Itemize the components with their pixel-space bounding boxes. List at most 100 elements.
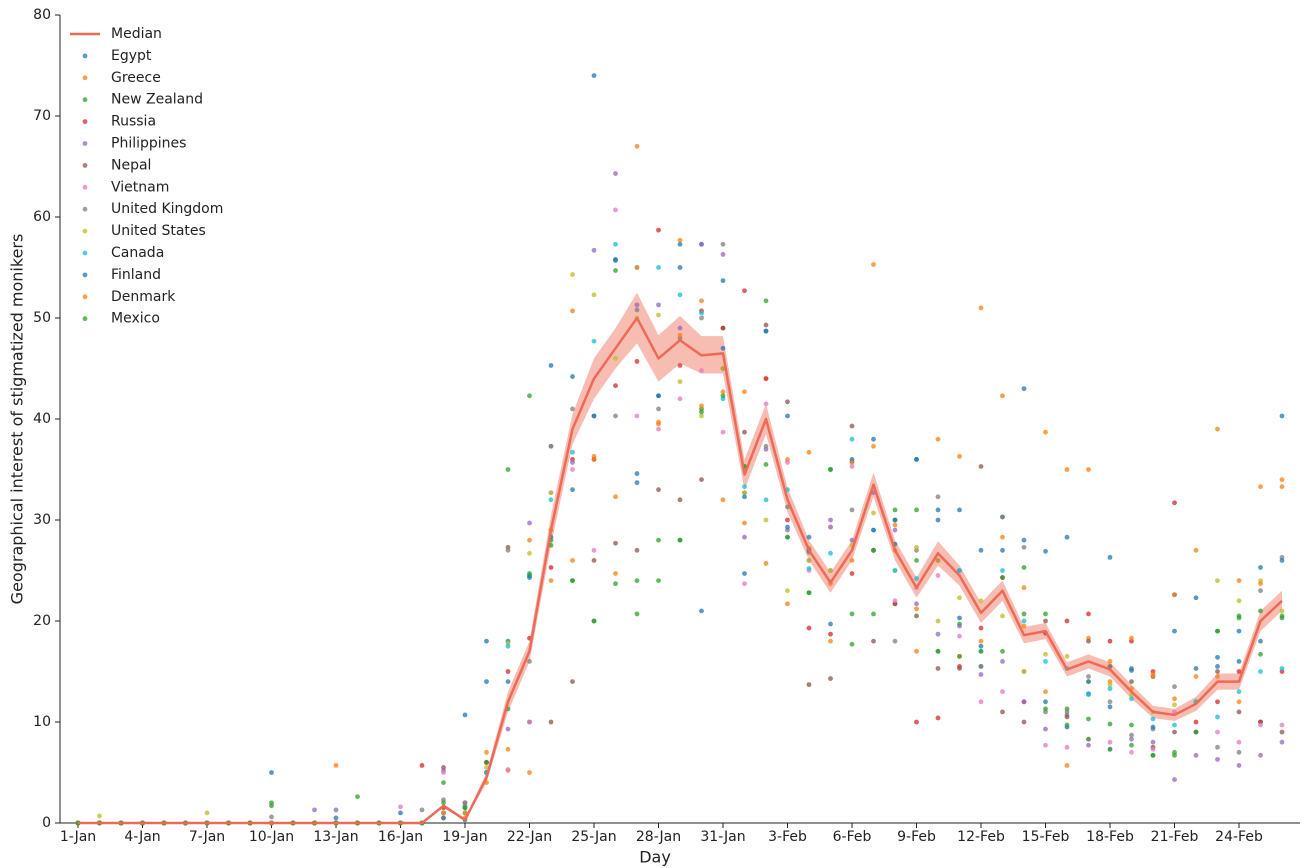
data-point [892,522,898,528]
data-point [935,507,941,513]
data-point [1172,684,1177,690]
data-point [484,760,489,765]
y-tick-label: 70 [33,108,51,124]
data-point [914,576,919,581]
data-point [1000,689,1005,695]
data-point [1021,585,1027,591]
data-point [591,558,597,563]
data-point [1258,651,1263,657]
data-point [1086,742,1091,748]
data-point [1150,752,1156,758]
data-point [849,423,855,429]
data-point [613,581,618,587]
data-point [1172,592,1177,598]
data-point [1107,721,1113,727]
data-point [613,356,618,361]
data-point [720,389,726,395]
data-point [957,568,962,573]
data-point [763,497,769,503]
data-point [1107,554,1113,560]
data-point [699,310,704,316]
legend-swatch [82,184,88,190]
data-point [1215,669,1220,674]
data-point [785,601,790,607]
x-tick-label: 9-Feb [897,829,936,845]
data-point [1043,548,1048,554]
data-point [656,487,661,493]
data-point [720,278,726,284]
data-point [570,487,575,493]
data-point [634,143,640,149]
data-point [1107,682,1113,688]
data-point [1129,722,1134,728]
median-band [78,292,1282,823]
data-point [677,325,683,331]
data-point [1129,696,1134,702]
data-point [527,537,532,543]
data-point [527,571,532,576]
legend-swatch [82,294,88,300]
data-point [1172,749,1177,755]
data-point [1193,674,1199,679]
data-point [656,302,661,308]
data-point [591,457,597,462]
data-point [1172,696,1177,702]
data-point [828,524,833,530]
data-point [1043,651,1048,657]
data-point [1043,706,1048,712]
data-point [677,497,683,503]
data-point [1215,664,1220,669]
data-point [1086,692,1091,698]
data-point [978,699,984,705]
data-point [935,618,941,624]
data-point [828,631,833,637]
data-point [1193,595,1199,601]
data-point [935,558,941,563]
data-point [1086,674,1091,679]
data-point [1236,709,1242,715]
data-point [419,807,425,813]
x-tick-label: 15-Feb [1022,829,1070,845]
data-point [1000,709,1005,715]
data-point [785,399,790,405]
data-point [1215,426,1220,432]
data-point [785,534,790,540]
data-point [699,403,704,409]
data-point [677,292,683,298]
legend-label: Philippines [111,136,186,152]
data-point [484,638,489,644]
data-point [548,443,554,449]
data-point [849,537,855,543]
data-point [1258,581,1263,587]
y-tick-label: 60 [33,209,51,225]
data-point [269,803,274,809]
data-point [570,406,575,412]
data-point [763,328,769,334]
data-point [828,638,833,644]
data-point [462,805,468,811]
data-point [505,746,511,752]
data-point [613,540,618,546]
data-point [548,542,554,548]
data-point [978,664,984,669]
x-tick-label: 4-Jan [124,829,160,845]
data-point [742,494,747,500]
data-point [1000,534,1005,540]
data-point [613,241,618,247]
data-point [677,237,683,243]
data-point [505,643,511,649]
x-tick-label: 24-Feb [1215,829,1263,845]
data-point [570,467,575,472]
data-point [1258,638,1263,644]
data-point [1107,739,1113,745]
data-point [1021,565,1027,570]
data-point [333,807,339,813]
data-point [914,457,919,462]
data-point [634,359,640,364]
x-tick-label: 13-Jan [313,829,358,845]
data-point [1150,746,1156,752]
data-point [613,571,618,576]
legend-swatch [82,53,88,59]
data-point [1064,744,1070,750]
legend-label: Nepal [111,157,151,173]
